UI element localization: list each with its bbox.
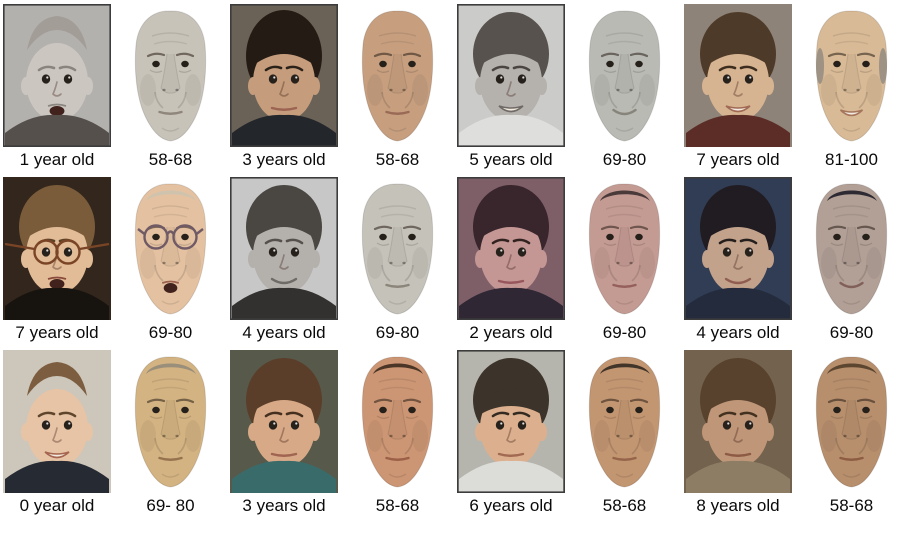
aged-face-render (803, 177, 900, 320)
age-label: 3 years old (242, 496, 326, 515)
child-photo (684, 4, 792, 147)
child-photo (457, 350, 565, 493)
age-label: 69- 80 (146, 496, 195, 515)
age-label: 4 years old (696, 323, 780, 342)
child-photo-cell: 4 years old (684, 177, 792, 345)
child-photo-cell: 8 years old (684, 350, 792, 518)
age-label: 58-68 (148, 150, 193, 169)
child-photo-cell: 5 years old (457, 4, 565, 172)
aged-render-cell: 58-68 (349, 4, 446, 172)
aged-face-render (576, 350, 673, 493)
child-photo-cell: 7 years old (3, 177, 111, 345)
age-label: 8 years old (696, 496, 780, 515)
aged-face-render (349, 4, 446, 147)
age-label: 7 years old (15, 323, 99, 342)
aged-face-render (122, 177, 219, 320)
child-photo (457, 4, 565, 147)
aged-render-cell: 58-68 (803, 350, 900, 518)
age-label: 5 years old (469, 150, 553, 169)
aged-face-render (349, 177, 446, 320)
age-label: 7 years old (696, 150, 780, 169)
aged-render-cell: 69-80 (122, 177, 219, 345)
figure-row: 1 year old 58-68 3 years old 58-68 5 years o… (3, 4, 900, 172)
age-label: 4 years old (242, 323, 326, 342)
age-label: 58-68 (602, 496, 647, 515)
aged-render-cell: 58-68 (349, 350, 446, 518)
child-photo-cell: 2 years old (457, 177, 565, 345)
aged-face-render (122, 4, 219, 147)
age-label: 69-80 (148, 323, 193, 342)
child-photo-cell: 6 years old (457, 350, 565, 518)
child-photo (230, 4, 338, 147)
figure-row: 0 year old 69- 80 3 years old 58-68 6 years … (3, 350, 900, 518)
child-photo (3, 177, 111, 320)
aged-render-cell: 69-80 (576, 177, 673, 345)
child-photo-cell: 1 year old (3, 4, 111, 172)
aged-render-cell: 69-80 (349, 177, 446, 345)
aged-face-render (576, 4, 673, 147)
aged-render-cell: 58-68 (576, 350, 673, 518)
age-label: 0 year old (19, 496, 95, 515)
age-label: 69-80 (375, 323, 420, 342)
aged-face-render (803, 350, 900, 493)
aged-render-cell: 58-68 (122, 4, 219, 172)
age-label: 81-100 (825, 150, 878, 169)
child-photo-cell: 7 years old (684, 4, 792, 172)
age-label: 69-80 (602, 150, 647, 169)
child-photo-cell: 3 years old (230, 350, 338, 518)
aged-face-render (349, 350, 446, 493)
child-photo (3, 4, 111, 147)
child-photo (684, 350, 792, 493)
aged-face-render (122, 350, 219, 493)
aged-render-cell: 69-80 (803, 177, 900, 345)
age-label: 58-68 (375, 150, 420, 169)
age-label: 69-80 (829, 323, 874, 342)
child-photo (230, 177, 338, 320)
aged-render-cell: 69- 80 (122, 350, 219, 518)
child-photo (684, 177, 792, 320)
child-photo (3, 350, 111, 493)
child-photo-cell: 4 years old (230, 177, 338, 345)
child-photo-cell: 3 years old (230, 4, 338, 172)
aged-face-render (576, 177, 673, 320)
child-photo (457, 177, 565, 320)
age-label: 2 years old (469, 323, 553, 342)
age-label: 3 years old (242, 150, 326, 169)
age-label: 58-68 (375, 496, 420, 515)
child-photo-cell: 0 year old (3, 350, 111, 518)
child-photo (230, 350, 338, 493)
age-label: 69-80 (602, 323, 647, 342)
age-label: 58-68 (829, 496, 874, 515)
aged-face-render (803, 4, 900, 147)
aged-render-cell: 81-100 (803, 4, 900, 172)
age-label: 1 year old (19, 150, 95, 169)
age-label: 6 years old (469, 496, 553, 515)
aged-render-cell: 69-80 (576, 4, 673, 172)
figure-row: 7 years old 69-80 4 years old 69-80 2 years … (3, 177, 900, 345)
